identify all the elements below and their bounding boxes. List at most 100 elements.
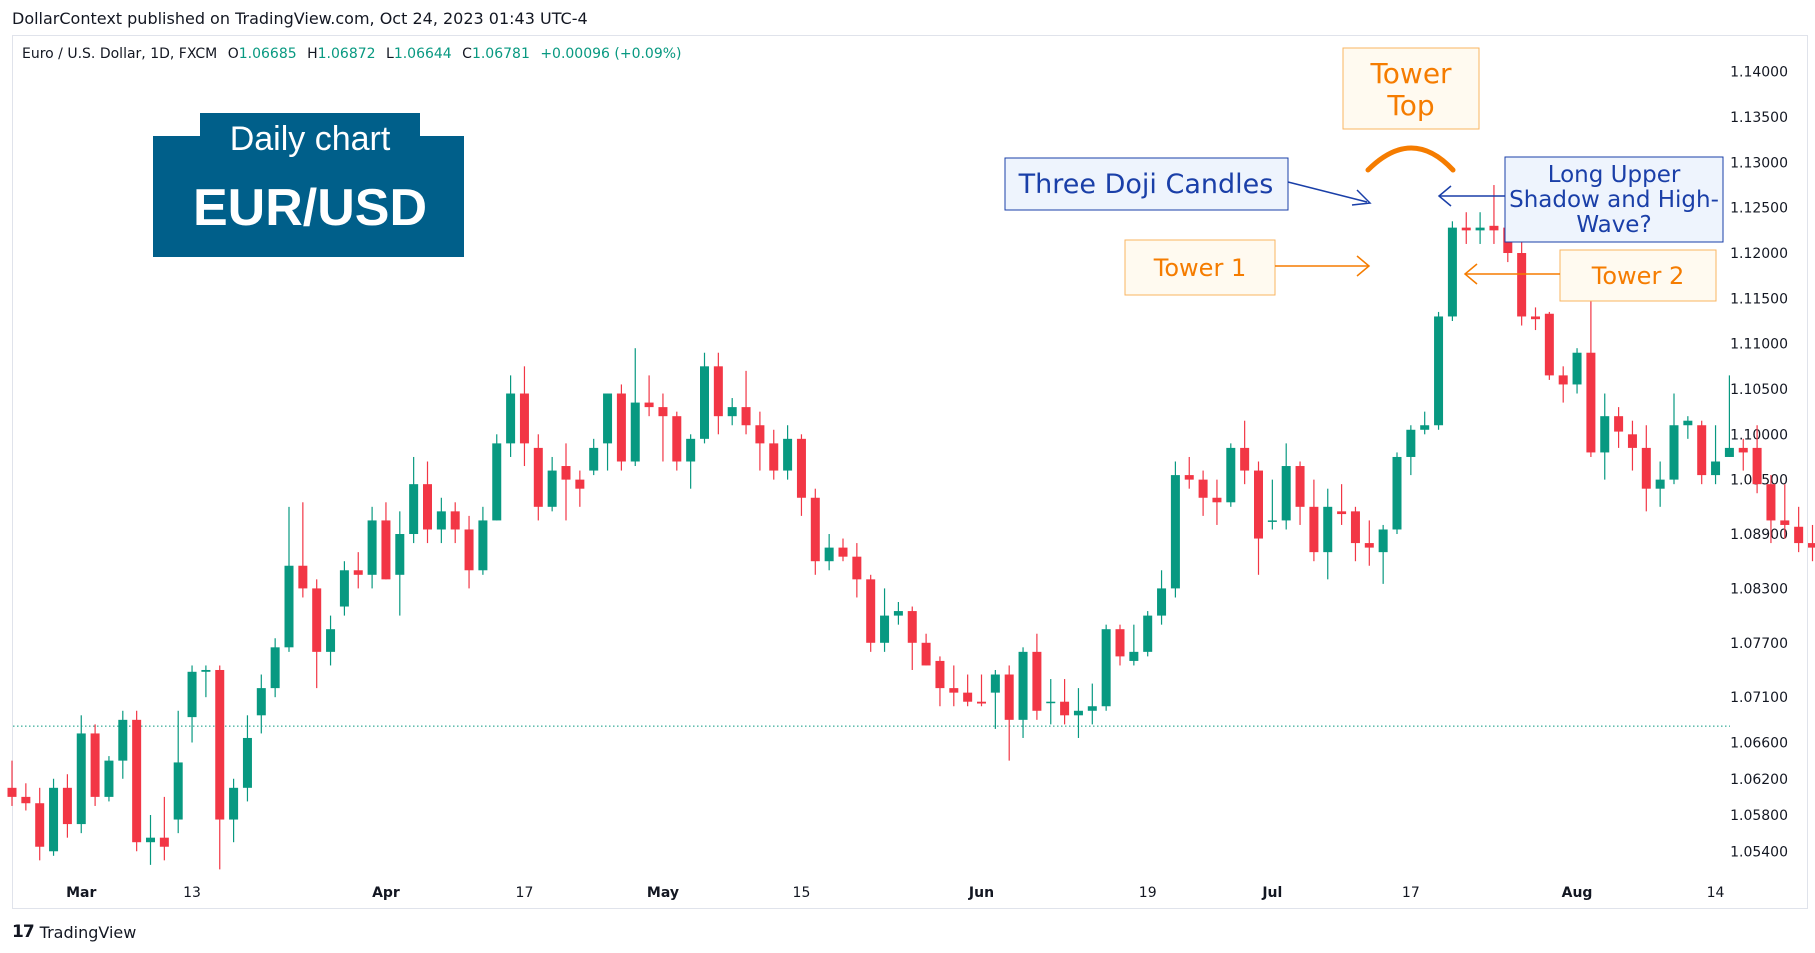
candle-body — [658, 407, 668, 417]
legend-l-label: L — [386, 46, 394, 62]
candle — [1420, 411, 1430, 435]
candle-body — [1267, 520, 1277, 522]
candle — [1738, 438, 1748, 471]
tradingview-logo: 17 — [12, 922, 35, 942]
candle — [810, 488, 820, 575]
candle — [1544, 311, 1554, 380]
x-tick-label: May — [647, 885, 679, 901]
chart-frame[interactable] — [12, 35, 1808, 909]
candle-body — [1350, 511, 1360, 544]
legend-change: +0.00096 (+0.09%) — [540, 46, 681, 62]
candle — [1087, 683, 1097, 725]
candle — [1711, 425, 1721, 485]
candle-body — [1254, 470, 1263, 539]
x-tick-label: 14 — [1707, 885, 1725, 901]
candle-body — [353, 570, 363, 575]
price-axis[interactable]: 1.14000 1.13500 1.13000 1.12500 1.12000 1.115… — [1730, 65, 1788, 861]
candle — [353, 552, 363, 589]
candle-body — [1558, 375, 1568, 385]
candle — [1600, 393, 1610, 480]
y-tick-label: 1.10000 — [1730, 427, 1788, 443]
tower1-box — [1124, 239, 1276, 296]
candle — [298, 502, 308, 598]
candle-body — [173, 762, 183, 820]
candle — [256, 674, 266, 734]
candle — [381, 502, 391, 580]
candle-body — [1655, 479, 1665, 489]
tower1-label: Tower 1 — [1153, 254, 1246, 282]
candle — [450, 502, 460, 544]
candle — [935, 656, 945, 707]
x-tick-label: Apr — [372, 885, 400, 901]
candle — [1129, 624, 1139, 666]
y-tick-label: 1.07700 — [1730, 636, 1788, 652]
candle-body — [1544, 313, 1554, 376]
candle — [1281, 443, 1291, 530]
legend-c-label: C — [462, 46, 472, 62]
candle — [547, 456, 557, 512]
tower-top-line1: Tower — [1369, 57, 1452, 90]
candle-body — [1406, 429, 1416, 457]
y-tick-label: 1.05800 — [1730, 808, 1788, 824]
y-tick-label: 1.14000 — [1730, 65, 1788, 81]
time-axis[interactable]: Mar 13 Apr 17 May 15 Jun 19 Jul 17 Aug 14 — [66, 885, 1724, 901]
candle — [963, 674, 973, 707]
candle-body — [1766, 484, 1776, 521]
candle — [159, 796, 169, 861]
badge-line1: Daily chart — [230, 120, 391, 158]
candle — [49, 778, 59, 856]
legend-h-value: 1.06872 — [318, 46, 376, 62]
candle-body — [616, 393, 626, 462]
candle — [339, 561, 349, 616]
candle-body — [1627, 434, 1637, 448]
candle — [686, 434, 696, 489]
candle-body — [838, 547, 848, 557]
candle-body — [727, 407, 737, 417]
candle-body — [1517, 253, 1527, 317]
y-tick-label: 1.08900 — [1730, 527, 1788, 543]
tower2-arrow-head — [1463, 263, 1478, 285]
candle-body — [118, 719, 128, 761]
candle — [367, 506, 377, 589]
x-tick-label: 13 — [183, 885, 201, 901]
candle — [1766, 475, 1776, 544]
candle — [76, 715, 86, 834]
candle — [1157, 570, 1167, 625]
candle-body — [533, 447, 543, 507]
candle — [173, 710, 183, 834]
candle-body — [1614, 416, 1624, 432]
candle — [977, 674, 986, 707]
published-note: DollarContext published on TradingView.c… — [12, 9, 588, 28]
candle-body — [1004, 674, 1014, 720]
candle-body — [1531, 316, 1540, 320]
candle — [824, 534, 834, 571]
candle — [1434, 311, 1444, 430]
candle-body — [1724, 447, 1734, 457]
candle — [644, 375, 654, 417]
candle-body — [1641, 447, 1651, 489]
candle — [1115, 624, 1125, 666]
candle-body — [880, 615, 890, 643]
candle — [1752, 425, 1762, 494]
candle-body — [450, 511, 460, 530]
candle — [727, 398, 737, 426]
candle — [700, 352, 709, 444]
candle-body — [1295, 466, 1305, 507]
candle — [284, 506, 294, 652]
candle — [575, 470, 585, 507]
candle-body — [326, 629, 336, 652]
footer-brand[interactable]: 17 TradingView — [12, 922, 136, 942]
candle — [866, 574, 876, 652]
candle — [796, 434, 806, 516]
tower2-box — [1559, 249, 1717, 302]
candle — [1364, 520, 1374, 566]
candle-body — [1046, 701, 1056, 704]
candle — [519, 366, 529, 467]
candle-body — [423, 484, 432, 530]
candle-body — [893, 611, 903, 616]
candle-body — [478, 520, 488, 571]
long-shadow-box — [1504, 156, 1724, 243]
y-tick-label: 1.13000 — [1730, 155, 1788, 171]
badge-body — [153, 136, 464, 257]
